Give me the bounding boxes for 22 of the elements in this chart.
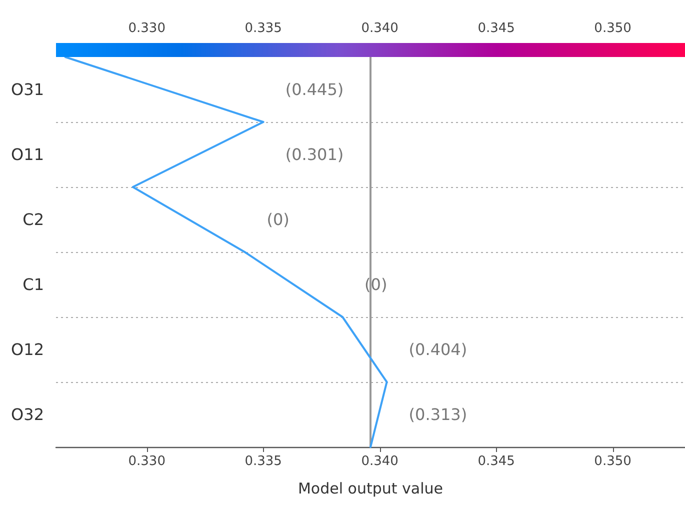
x2-tick-label: 0.335 xyxy=(244,21,282,36)
annotation: (0) xyxy=(266,210,290,229)
x-tick-label: 0.340 xyxy=(361,454,398,469)
x-axis-title: Model output value xyxy=(298,480,444,498)
y-tick-label: O11 xyxy=(11,145,44,164)
x2-tick-label: 0.345 xyxy=(478,21,515,36)
x2-tick-label: 0.340 xyxy=(361,21,398,36)
x2-tick-label: 0.330 xyxy=(128,21,166,36)
x-tick-label: 0.350 xyxy=(594,454,632,469)
y-tick-label: O31 xyxy=(11,80,44,99)
x-tick-label: 0.335 xyxy=(244,454,282,469)
y-tick-label: C1 xyxy=(22,275,44,294)
x2-tick-label: 0.350 xyxy=(594,21,632,36)
annotation: (0.445) xyxy=(285,80,344,99)
y-tick-label: C2 xyxy=(22,210,44,229)
x-tick-label: 0.330 xyxy=(128,454,166,469)
annotation: (0.404) xyxy=(408,340,468,359)
annotation: (0.313) xyxy=(408,405,468,424)
y-tick-label: O32 xyxy=(11,405,44,424)
annotation: (0.301) xyxy=(285,145,344,164)
y-tick-label: O12 xyxy=(11,340,44,359)
x-tick-label: 0.345 xyxy=(478,454,515,469)
